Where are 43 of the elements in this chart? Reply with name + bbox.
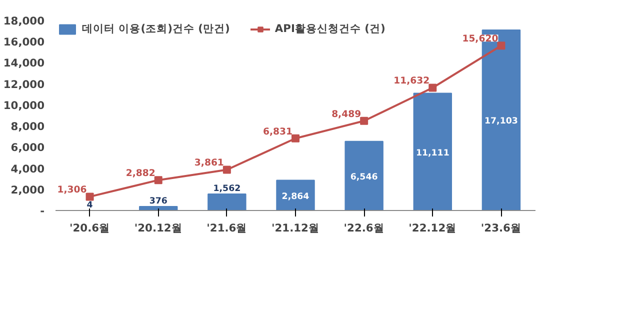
x-tick-label: '22.12월 bbox=[408, 222, 457, 234]
point bbox=[428, 84, 437, 92]
legend-label: 데이터 이용(조회)건수 (만건) bbox=[82, 22, 230, 36]
legend-label: API활용신청건수 (건) bbox=[274, 22, 386, 36]
y-tick-label: 18,000 bbox=[3, 14, 45, 28]
x-tick-label: '22.6월 bbox=[344, 222, 384, 234]
data-label: 2,864 bbox=[282, 192, 310, 202]
point bbox=[360, 116, 368, 125]
x-tick-label: '21.12월 bbox=[272, 222, 320, 234]
point bbox=[292, 134, 300, 142]
data-label: 2,882 bbox=[126, 168, 156, 180]
bar bbox=[413, 92, 452, 210]
y-tick-label: 4,000 bbox=[10, 162, 45, 176]
bar bbox=[208, 194, 246, 210]
bar bbox=[344, 140, 384, 210]
data-label: 11,111 bbox=[416, 148, 450, 158]
data-label: 15,620 bbox=[462, 34, 499, 45]
x-tick-label: '21.6월 bbox=[206, 222, 248, 234]
data-label: 4 bbox=[86, 200, 93, 210]
data-label: 11,632 bbox=[394, 76, 430, 87]
data-label: 376 bbox=[149, 196, 168, 207]
point bbox=[86, 192, 94, 201]
data-label: 8,489 bbox=[332, 108, 362, 120]
x-tick-label: '23.6월 bbox=[480, 222, 522, 234]
y-tick-label: 10,000 bbox=[3, 98, 45, 112]
data-label: 6,831 bbox=[262, 126, 293, 138]
y-tick-label: 14,000 bbox=[3, 56, 45, 70]
point bbox=[497, 42, 506, 50]
data-label: 6,546 bbox=[350, 172, 378, 182]
data-label: 17,103 bbox=[484, 116, 518, 127]
x-tick-label: '20.12월 bbox=[134, 222, 182, 234]
data-label: 1,562 bbox=[213, 184, 241, 194]
y-tick-label: 2,000 bbox=[10, 183, 45, 196]
data-label: 1,306 bbox=[57, 184, 87, 196]
x-tick-label: '20.6월 bbox=[70, 222, 110, 234]
y-tick-label: 6,000 bbox=[10, 141, 45, 154]
y-tick-label: 12,000 bbox=[3, 78, 45, 91]
y-tick-label: - bbox=[40, 204, 45, 218]
point bbox=[222, 166, 231, 174]
data-label: 3,861 bbox=[194, 158, 224, 169]
y-tick-label: 16,000 bbox=[3, 36, 45, 49]
point bbox=[154, 176, 162, 184]
y-tick-label: 8,000 bbox=[10, 120, 45, 134]
